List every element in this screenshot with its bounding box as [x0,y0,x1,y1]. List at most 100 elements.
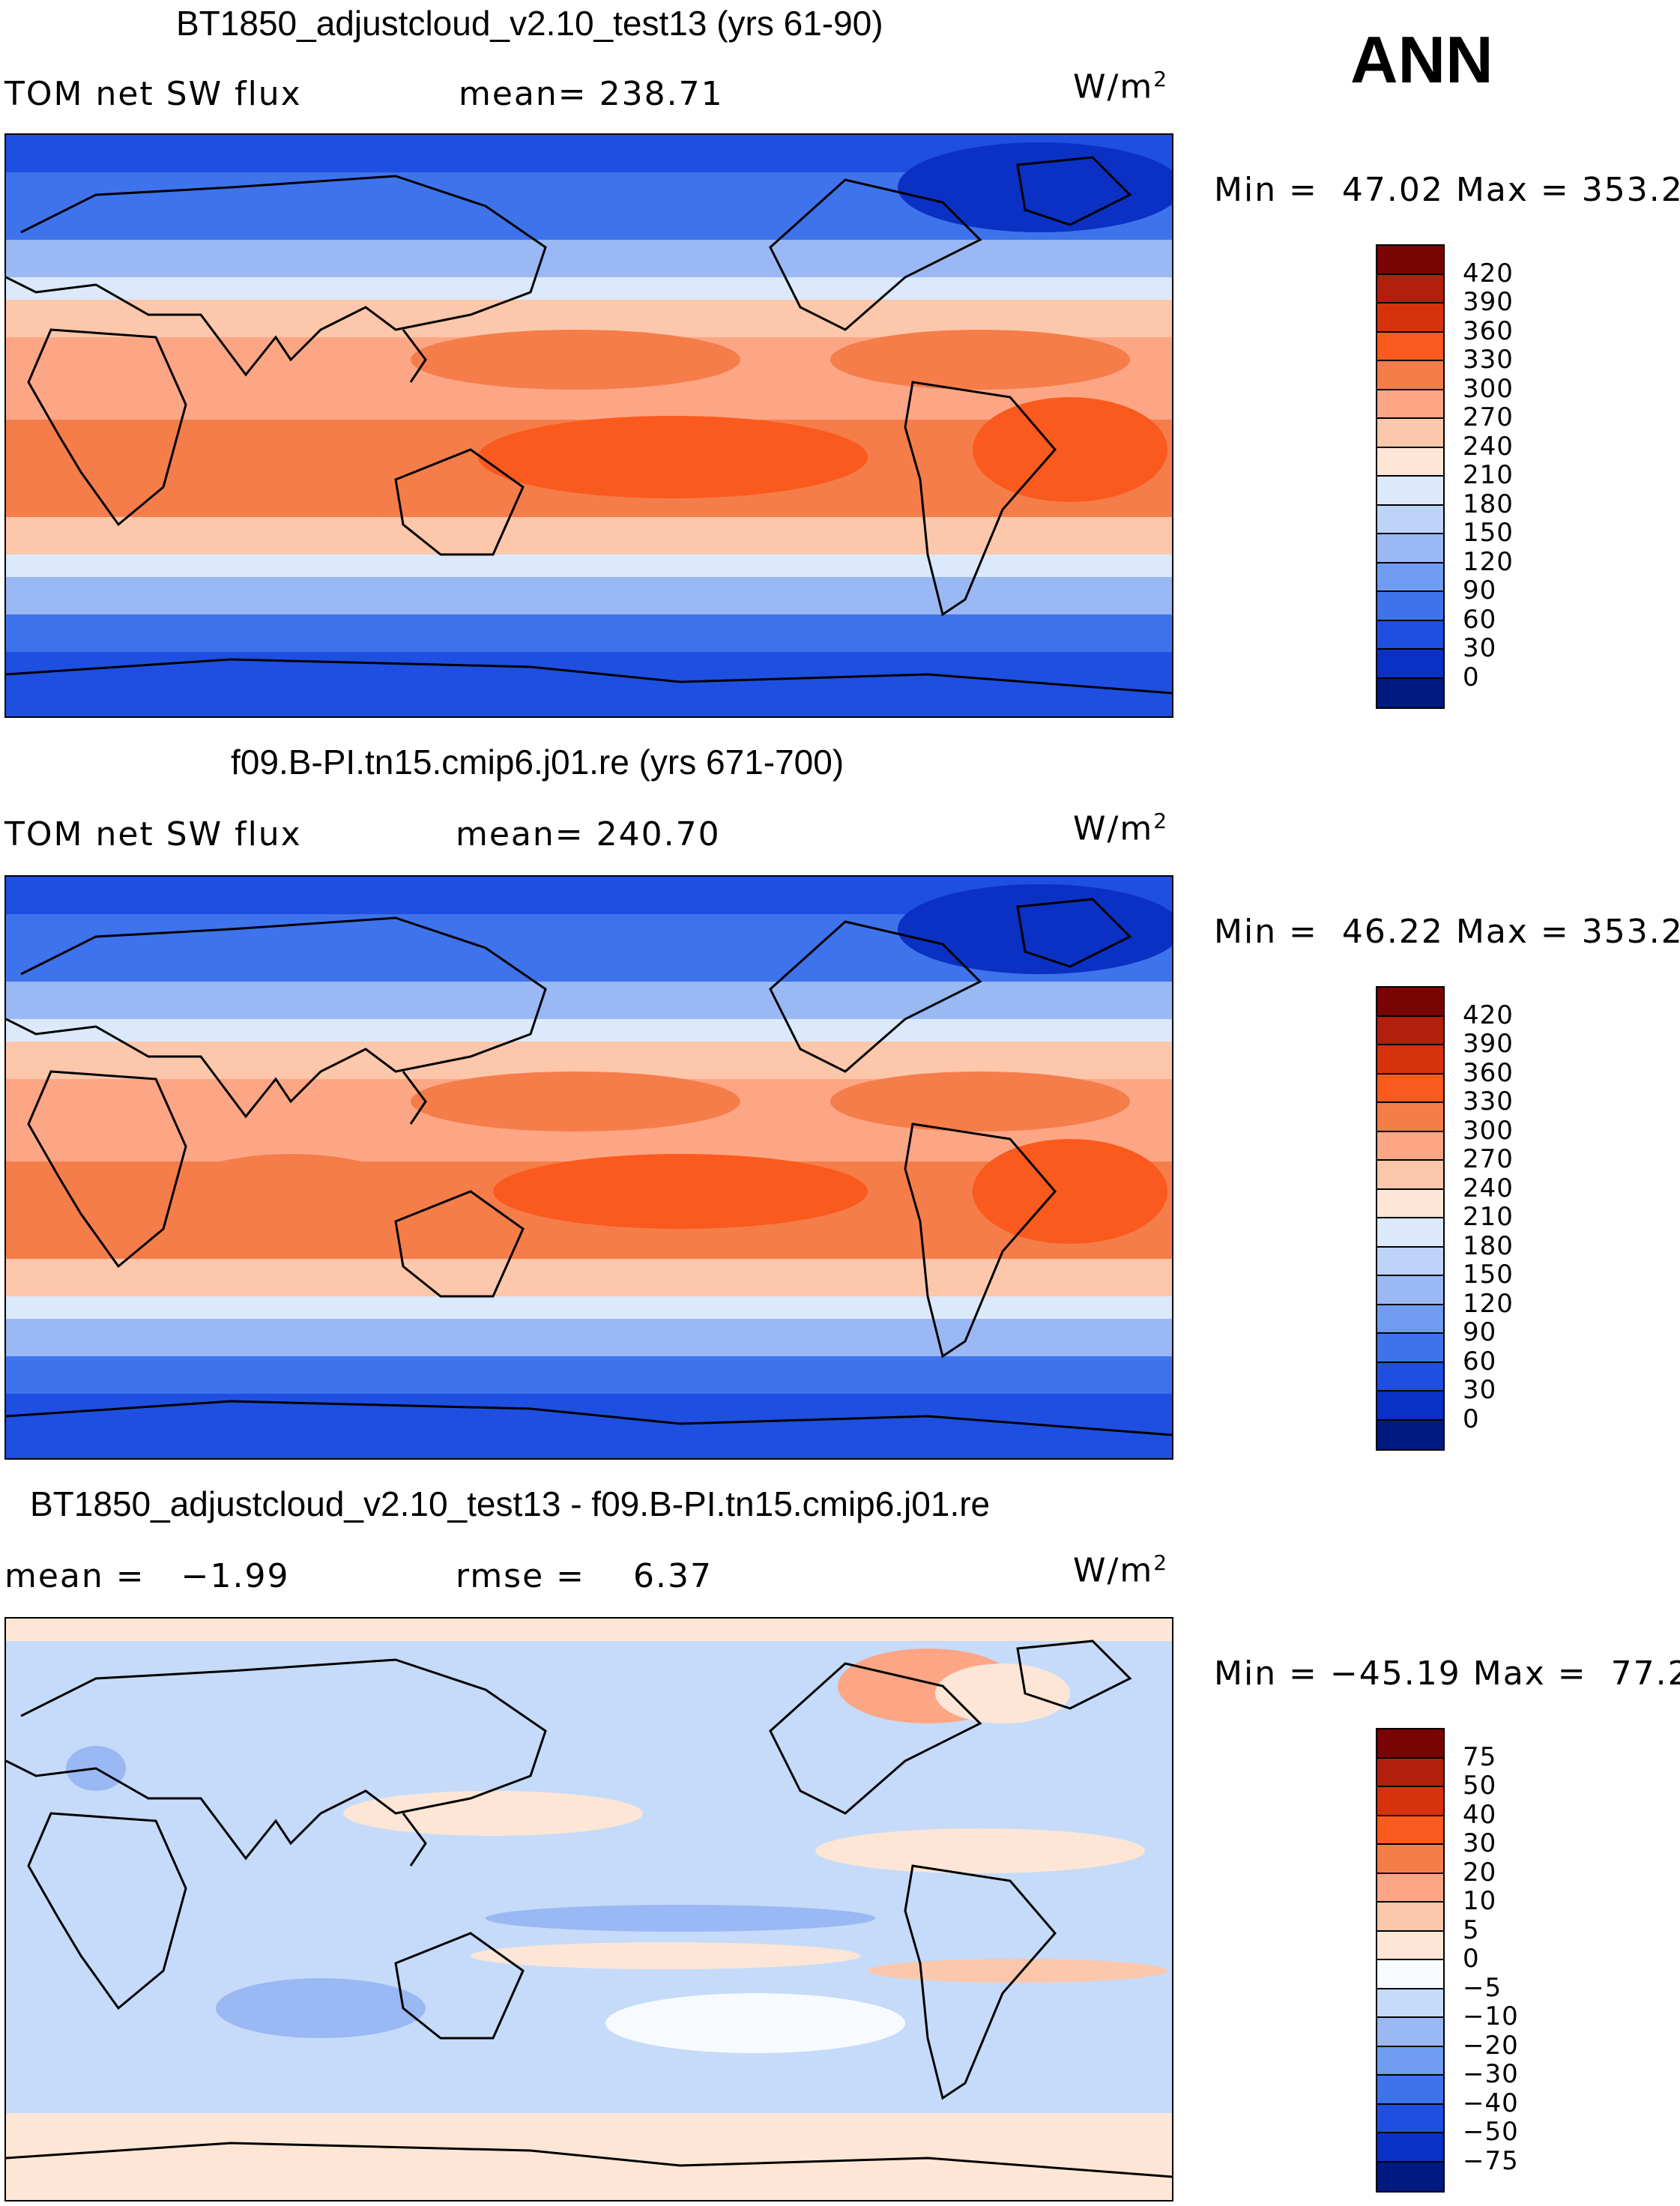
panel-1-max-value: 353.22 [1581,171,1680,209]
panel-2-mean-label: mean= 240.70 [456,815,721,853]
colorbar-tick-label: 420 [1463,1000,1514,1030]
colorbar-tick-label: −20 [1463,2030,1519,2061]
colorbar-swatch [1377,2104,1443,2133]
panel-1-min-value: 47.02 [1341,171,1444,209]
panel-3-colorbar [1376,1728,1445,2193]
panel-1-variable-label: TOM net SW flux [4,75,302,113]
colorbar-swatch [1377,477,1443,506]
panel-2-mean-value: 240.70 [596,815,721,853]
colorbar-tick-label: 150 [1463,518,1514,548]
colorbar-swatch [1377,1758,1443,1787]
colorbar-tick-label: 90 [1463,575,1497,605]
colorbar-tick-label: 60 [1463,1346,1497,1377]
colorbar-tick-label: 60 [1463,604,1497,635]
colorbar-tick-label: −40 [1463,2088,1519,2118]
colorbar-swatch [1377,563,1443,592]
colorbar-tick-label: 20 [1463,1857,1497,1888]
colorbar-swatch [1377,1218,1443,1248]
colorbar-swatch [1377,1845,1443,1874]
panel-1-units: W/m2 [1073,67,1169,106]
colorbar-tick-label: 10 [1463,1886,1497,1916]
colorbar-tick-label: 30 [1463,633,1497,663]
panel-1-colorbar [1376,244,1445,709]
colorbar-swatch [1377,988,1443,1017]
colorbar-swatch [1377,274,1443,303]
panel-3-min-value: −45.19 [1329,1654,1461,1693]
colorbar-swatch [1377,1362,1443,1391]
colorbar-swatch [1377,1391,1443,1421]
colorbar-tick-label: 270 [1463,402,1514,432]
colorbar-tick-label: 180 [1463,489,1514,519]
panel-3-mean-label: mean = −1.99 [4,1557,290,1595]
colorbar-swatch [1377,447,1443,477]
colorbar-tick-label: 120 [1463,546,1514,577]
colorbar-tick-label: 390 [1463,1029,1514,1059]
panel-3-units: W/m2 [1073,1550,1169,1590]
colorbar-swatch [1377,2133,1443,2163]
colorbar-swatch [1377,390,1443,419]
colorbar-swatch [1377,1420,1443,1449]
colorbar-swatch [1377,1161,1443,1190]
colorbar-swatch [1377,1305,1443,1334]
colorbar-swatch [1377,620,1443,650]
colorbar-swatch [1377,332,1443,361]
colorbar-tick-label: 300 [1463,373,1514,404]
colorbar-swatch [1377,2076,1443,2105]
colorbar-swatch [1377,1276,1443,1305]
panel-3-min-max: Min = −45.19 Max = 77.23 [1214,1657,1680,1690]
colorbar-tick-label: 0 [1463,1944,1480,1974]
colorbar-swatch [1377,2046,1443,2076]
colorbar-tick-label: 90 [1463,1317,1497,1347]
colorbar-swatch [1377,1131,1443,1161]
colorbar-swatch [1377,1334,1443,1363]
colorbar-tick-label: 330 [1463,1087,1514,1116]
colorbar-tick-label: −5 [1463,1972,1502,2003]
colorbar-swatch [1377,678,1443,707]
colorbar-swatch [1377,1873,1443,1903]
colorbar-tick-label: −10 [1463,2001,1519,2031]
panel-3-rmse-label: rmse = 6.37 [456,1557,713,1595]
colorbar-tick-label: 390 [1463,287,1514,317]
colorbar-swatch [1377,1816,1443,1845]
colorbar-tick-label: 360 [1463,315,1514,346]
panel-1-mean-label: mean= 238.71 [459,75,724,113]
panel-2-variable-label: TOM net SW flux [4,815,302,853]
colorbar-swatch [1377,650,1443,679]
colorbar-swatch [1377,246,1443,275]
colorbar-tick-label: 300 [1463,1115,1514,1146]
colorbar-swatch [1377,1103,1443,1132]
colorbar-swatch [1377,1960,1443,1989]
colorbar-swatch [1377,303,1443,333]
colorbar-tick-label: −75 [1463,2145,1519,2176]
colorbar-swatch [1377,361,1443,390]
colorbar-tick-label: 40 [1463,1799,1497,1830]
colorbar-swatch [1377,1016,1443,1045]
colorbar-tick-label: 270 [1463,1144,1514,1174]
panel-1-map [4,133,1173,718]
colorbar-tick-label: 0 [1463,1403,1480,1434]
colorbar-tick-label: 0 [1463,662,1480,692]
panel-2-units: W/m2 [1073,809,1169,848]
colorbar-swatch [1377,1931,1443,1960]
panel-3-rmse-value: 6.37 [632,1557,713,1595]
colorbar-tick-label: 240 [1463,1173,1514,1203]
colorbar-swatch [1377,505,1443,534]
colorbar-swatch [1377,1247,1443,1276]
colorbar-tick-label: 210 [1463,1202,1514,1232]
colorbar-tick-label: −30 [1463,2059,1519,2089]
colorbar-tick-label: 50 [1463,1771,1497,1801]
panel-2-min-max: Min = 46.22 Max = 353.23 [1214,916,1680,949]
colorbar-tick-label: 5 [1463,1915,1480,1945]
panel-3-max-value: 77.23 [1610,1654,1680,1693]
colorbar-tick-label: 420 [1463,258,1514,288]
colorbar-tick-label: −50 [1463,2117,1519,2147]
panel-2-map [4,875,1173,1460]
colorbar-tick-label: 180 [1463,1230,1514,1261]
colorbar-swatch [1377,1729,1443,1759]
colorbar-tick-label: 120 [1463,1288,1514,1319]
colorbar-swatch [1377,592,1443,621]
panel-2-title: f09.B-PI.tn15.cmip6.j01.re (yrs 671-700) [231,743,844,782]
panel-3-title: BT1850_adjustcloud_v2.10_test13 - f09.B-… [30,1484,991,1523]
season-label: ANN [1350,22,1493,97]
panel-1-min-max: Min = 47.02 Max = 353.22 [1214,174,1680,207]
